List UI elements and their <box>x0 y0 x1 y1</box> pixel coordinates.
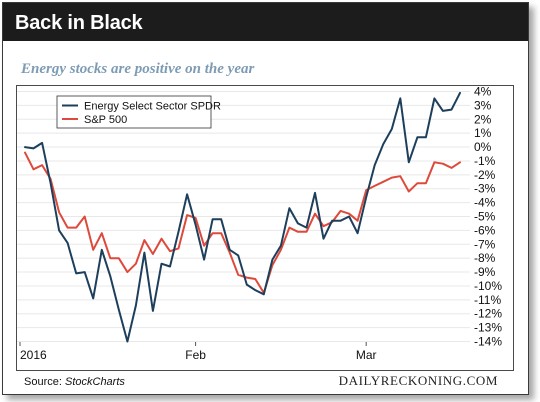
y-tick-label: -12% <box>474 307 502 321</box>
x-tick-label: Mar <box>356 348 377 362</box>
y-tick-label: 1% <box>474 126 492 140</box>
x-axis: 2016 Feb Mar <box>19 342 377 362</box>
series-line-energy-select-sector-spdr <box>24 91 461 343</box>
legend-label: Energy Select Sector SPDR <box>84 101 221 113</box>
y-tick-label: -10% <box>474 279 502 293</box>
y-tick-label: -1% <box>474 154 496 168</box>
y-tick-label: -13% <box>474 321 502 335</box>
y-tick-label: -14% <box>474 335 502 349</box>
series-line-s-p-500 <box>24 151 461 294</box>
y-tick-label: -3% <box>474 182 496 196</box>
y-tick-label: -7% <box>474 237 496 251</box>
title-bar: Back in Black <box>3 3 528 41</box>
y-tick-label: -2% <box>474 168 496 182</box>
y-tick-label: -5% <box>474 210 496 224</box>
y-tick-label: 3% <box>474 98 492 112</box>
chart-subtitle: Energy stocks are positive on the year <box>21 61 255 77</box>
y-tick-label: -4% <box>474 196 496 210</box>
y-tick-label: -11% <box>474 293 501 307</box>
chart-title: Back in Black <box>15 12 143 34</box>
y-tick-label: -9% <box>474 265 496 279</box>
site-credit: DAILYRECKONING.COM <box>338 373 498 388</box>
x-tick-label: Feb <box>185 348 206 362</box>
source-name: StockCharts <box>64 376 125 388</box>
legend-label: S&P 500 <box>84 114 127 126</box>
x-tick-label: 2016 <box>20 348 47 362</box>
y-tick-label: -8% <box>474 251 496 265</box>
source-note: Source: StockCharts <box>24 376 125 388</box>
y-tick-label: 0% <box>474 140 492 154</box>
y-tick-label: 4% <box>474 85 492 99</box>
legend-box <box>56 95 212 129</box>
y-axis: 4%3%2%1%0%-1%-2%-3%-4%-5%-6%-7%-8%-9%-10… <box>474 85 502 349</box>
series-layer <box>24 91 461 343</box>
source-label: Source: <box>24 376 62 388</box>
y-tick-label: -6% <box>474 223 496 237</box>
y-tick-label: 2% <box>474 112 492 126</box>
